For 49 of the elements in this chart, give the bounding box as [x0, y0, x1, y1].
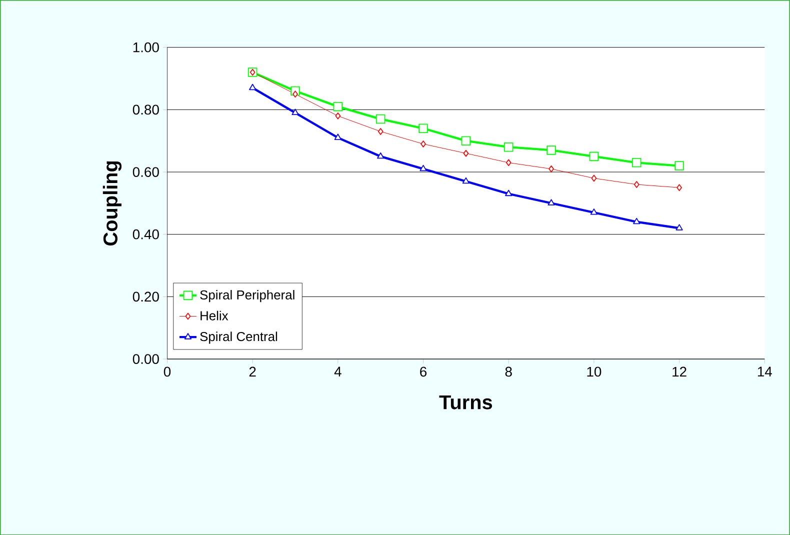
legend-label: Helix — [200, 310, 228, 320]
point — [676, 184, 682, 191]
legend-label: Spiral Peripheral — [200, 290, 294, 302]
x-tick-label: 10 — [587, 366, 602, 377]
point — [461, 136, 471, 146]
point — [633, 218, 640, 224]
point — [292, 90, 298, 98]
point — [590, 208, 598, 215]
x-tick-label: 6 — [420, 366, 427, 377]
point — [504, 142, 514, 152]
point — [591, 174, 597, 182]
y-tick-label: 1.00 — [133, 42, 159, 52]
point — [548, 165, 554, 172]
point — [505, 190, 512, 196]
point — [506, 159, 512, 166]
point — [335, 112, 341, 120]
x-axis-title: Turns — [439, 395, 492, 410]
point — [420, 164, 427, 172]
x-tick-label: 8 — [505, 366, 512, 377]
x-tick-label: 12 — [672, 366, 686, 376]
point — [334, 134, 342, 140]
point — [676, 224, 683, 230]
point — [333, 102, 343, 112]
point — [376, 114, 386, 124]
x-tick-label: 0 — [164, 366, 171, 377]
point — [292, 108, 299, 115]
point — [589, 152, 599, 161]
point — [249, 84, 256, 90]
point — [462, 177, 470, 184]
legend-label: Spiral Central — [200, 332, 278, 344]
y-tick-label: 0.80 — [132, 104, 159, 114]
y-tick-label: 0.20 — [132, 292, 159, 302]
x-tick-label: 4 — [334, 366, 342, 376]
point — [632, 158, 642, 168]
point — [378, 128, 384, 135]
x-tick-label: 14 — [758, 366, 772, 376]
y-axis-title: Coupling — [102, 161, 122, 246]
point — [420, 140, 426, 148]
x-tick-label: 2 — [249, 366, 256, 376]
point — [634, 180, 640, 188]
y-tick-label: 0.60 — [132, 166, 159, 177]
point — [546, 145, 556, 155]
point — [463, 150, 469, 157]
point — [548, 199, 555, 206]
y-tick-label: 0.00 — [132, 354, 159, 364]
y-tick-label: 0.40 — [132, 229, 159, 240]
point — [674, 161, 684, 170]
point — [377, 152, 384, 159]
point — [418, 124, 428, 133]
